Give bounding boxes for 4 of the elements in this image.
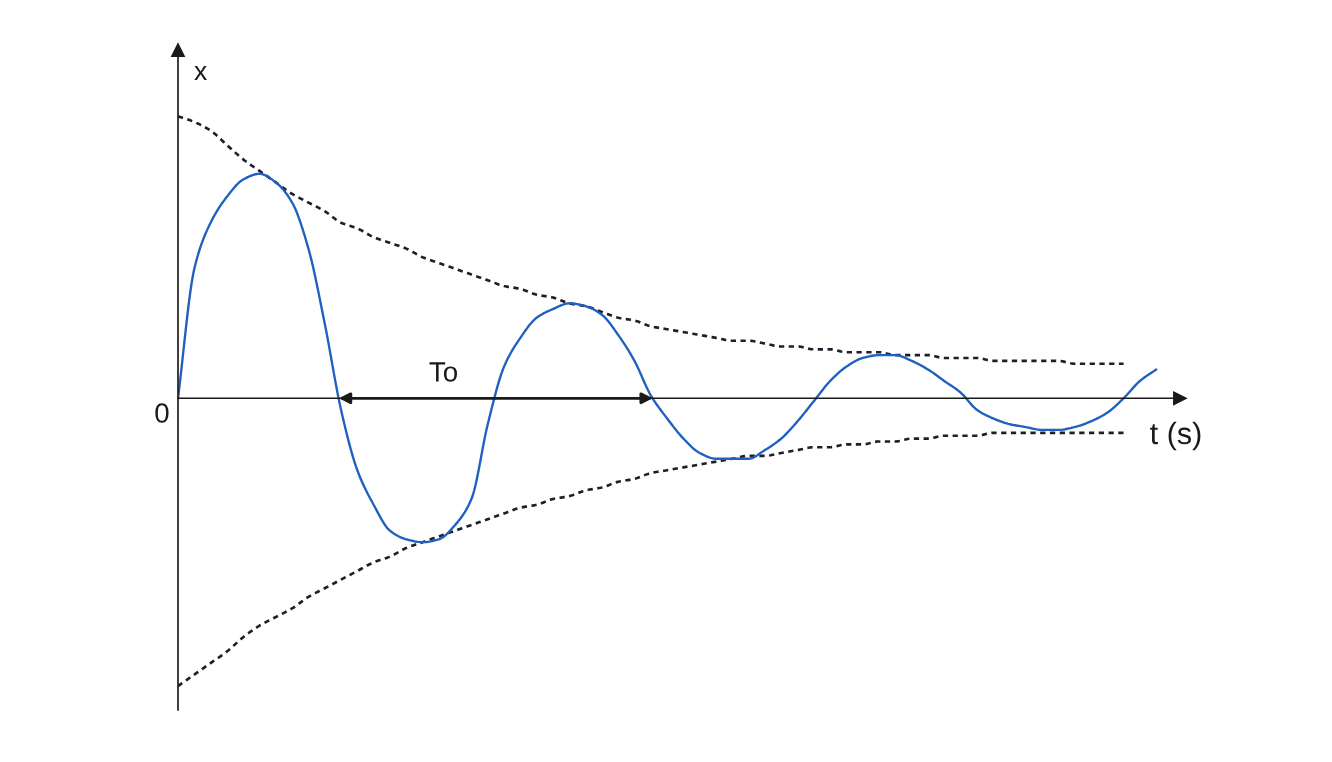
y-axis-title: x (194, 65, 207, 80)
text: 0 (155, 403, 169, 423)
x-axis-title: t (s) (1150, 421, 1201, 451)
annotation: To (429, 362, 458, 382)
